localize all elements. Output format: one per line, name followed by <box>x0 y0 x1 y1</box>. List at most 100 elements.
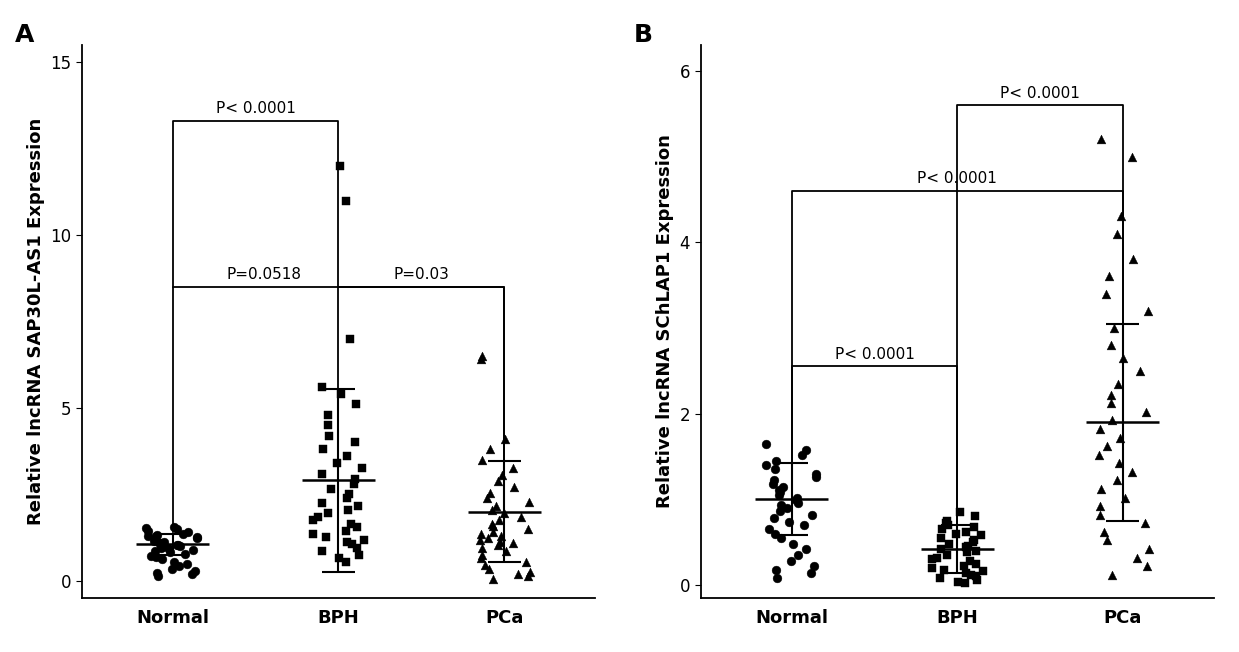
Point <box>958 541 978 551</box>
Point <box>788 550 808 560</box>
Point <box>795 544 815 554</box>
Point <box>478 563 498 574</box>
Point <box>778 516 798 527</box>
Point <box>807 472 826 482</box>
Point <box>766 464 786 475</box>
Point <box>471 354 491 364</box>
Point <box>922 554 942 565</box>
Point <box>1109 458 1129 469</box>
Point <box>136 523 156 533</box>
Point <box>304 515 323 526</box>
Point <box>938 520 958 530</box>
Point <box>504 482 524 492</box>
Point <box>318 409 338 420</box>
Point <box>304 529 323 539</box>
Point <box>520 567 540 577</box>
Point <box>482 505 502 515</box>
Point <box>151 538 171 548</box>
Point <box>512 511 532 522</box>
Point <box>470 535 489 545</box>
Point <box>957 527 976 537</box>
Point <box>472 542 492 553</box>
Point <box>932 533 952 543</box>
Point <box>316 532 336 542</box>
Point <box>937 516 957 526</box>
Point <box>146 552 166 562</box>
Point <box>478 533 498 544</box>
Point <box>1106 228 1126 239</box>
Point <box>328 553 348 563</box>
Point <box>958 547 978 557</box>
Point <box>154 537 173 547</box>
Point <box>475 560 494 570</box>
Point <box>337 556 357 567</box>
Point <box>321 484 341 494</box>
Point <box>950 507 970 518</box>
Point <box>496 434 515 444</box>
Point <box>1115 492 1135 503</box>
Point <box>1090 509 1110 520</box>
Point <box>1106 475 1126 486</box>
Point <box>787 492 807 503</box>
Point <box>169 539 188 550</box>
Point <box>963 537 983 548</box>
Point <box>937 550 957 560</box>
Point <box>1135 518 1155 529</box>
Point <box>138 531 157 541</box>
Point <box>492 470 512 481</box>
Point <box>1114 353 1134 363</box>
Point <box>1098 535 1118 546</box>
Point <box>1092 484 1111 494</box>
Point <box>177 527 197 537</box>
Point <box>167 540 187 550</box>
Point <box>138 526 157 536</box>
Point <box>159 542 178 553</box>
Point <box>173 528 193 539</box>
Point <box>483 521 503 531</box>
Point <box>331 389 351 399</box>
Point <box>503 463 523 473</box>
Point <box>149 571 169 582</box>
Point <box>164 522 183 532</box>
Point <box>162 563 182 574</box>
Point <box>145 546 165 556</box>
Point <box>177 559 197 569</box>
Point <box>337 451 357 462</box>
Point <box>1100 389 1120 400</box>
Point <box>312 382 332 393</box>
Point <box>145 535 165 545</box>
Point <box>339 334 359 344</box>
Text: P< 0.0001: P< 0.0001 <box>917 171 997 186</box>
Point <box>147 568 167 578</box>
Point <box>318 508 338 518</box>
Point <box>1130 366 1150 376</box>
Point <box>327 458 347 468</box>
Point <box>757 438 777 449</box>
Point <box>966 571 986 582</box>
Point <box>164 556 183 567</box>
Point <box>965 511 985 522</box>
Point <box>792 449 812 460</box>
Point <box>1092 134 1111 145</box>
Point <box>766 528 786 539</box>
Point <box>1090 501 1110 511</box>
Point <box>760 524 779 535</box>
Point <box>767 573 787 584</box>
Point <box>1123 467 1142 477</box>
Point <box>182 569 202 580</box>
Point <box>788 497 808 508</box>
Point <box>150 537 170 548</box>
Point <box>955 578 975 589</box>
Point <box>471 529 491 539</box>
Point <box>152 554 172 565</box>
Point <box>150 539 170 549</box>
Point <box>1100 340 1120 350</box>
Point <box>317 420 337 430</box>
Point <box>768 484 788 495</box>
Point <box>1103 415 1123 426</box>
Text: P=0.0518: P=0.0518 <box>227 267 301 282</box>
Point <box>757 460 777 470</box>
Point <box>339 489 359 499</box>
Point <box>1097 288 1116 299</box>
Point <box>771 487 790 497</box>
